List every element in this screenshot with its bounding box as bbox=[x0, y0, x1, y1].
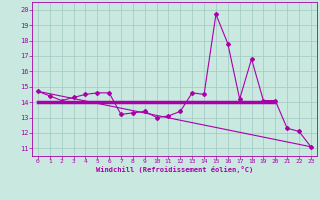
X-axis label: Windchill (Refroidissement éolien,°C): Windchill (Refroidissement éolien,°C) bbox=[96, 166, 253, 173]
